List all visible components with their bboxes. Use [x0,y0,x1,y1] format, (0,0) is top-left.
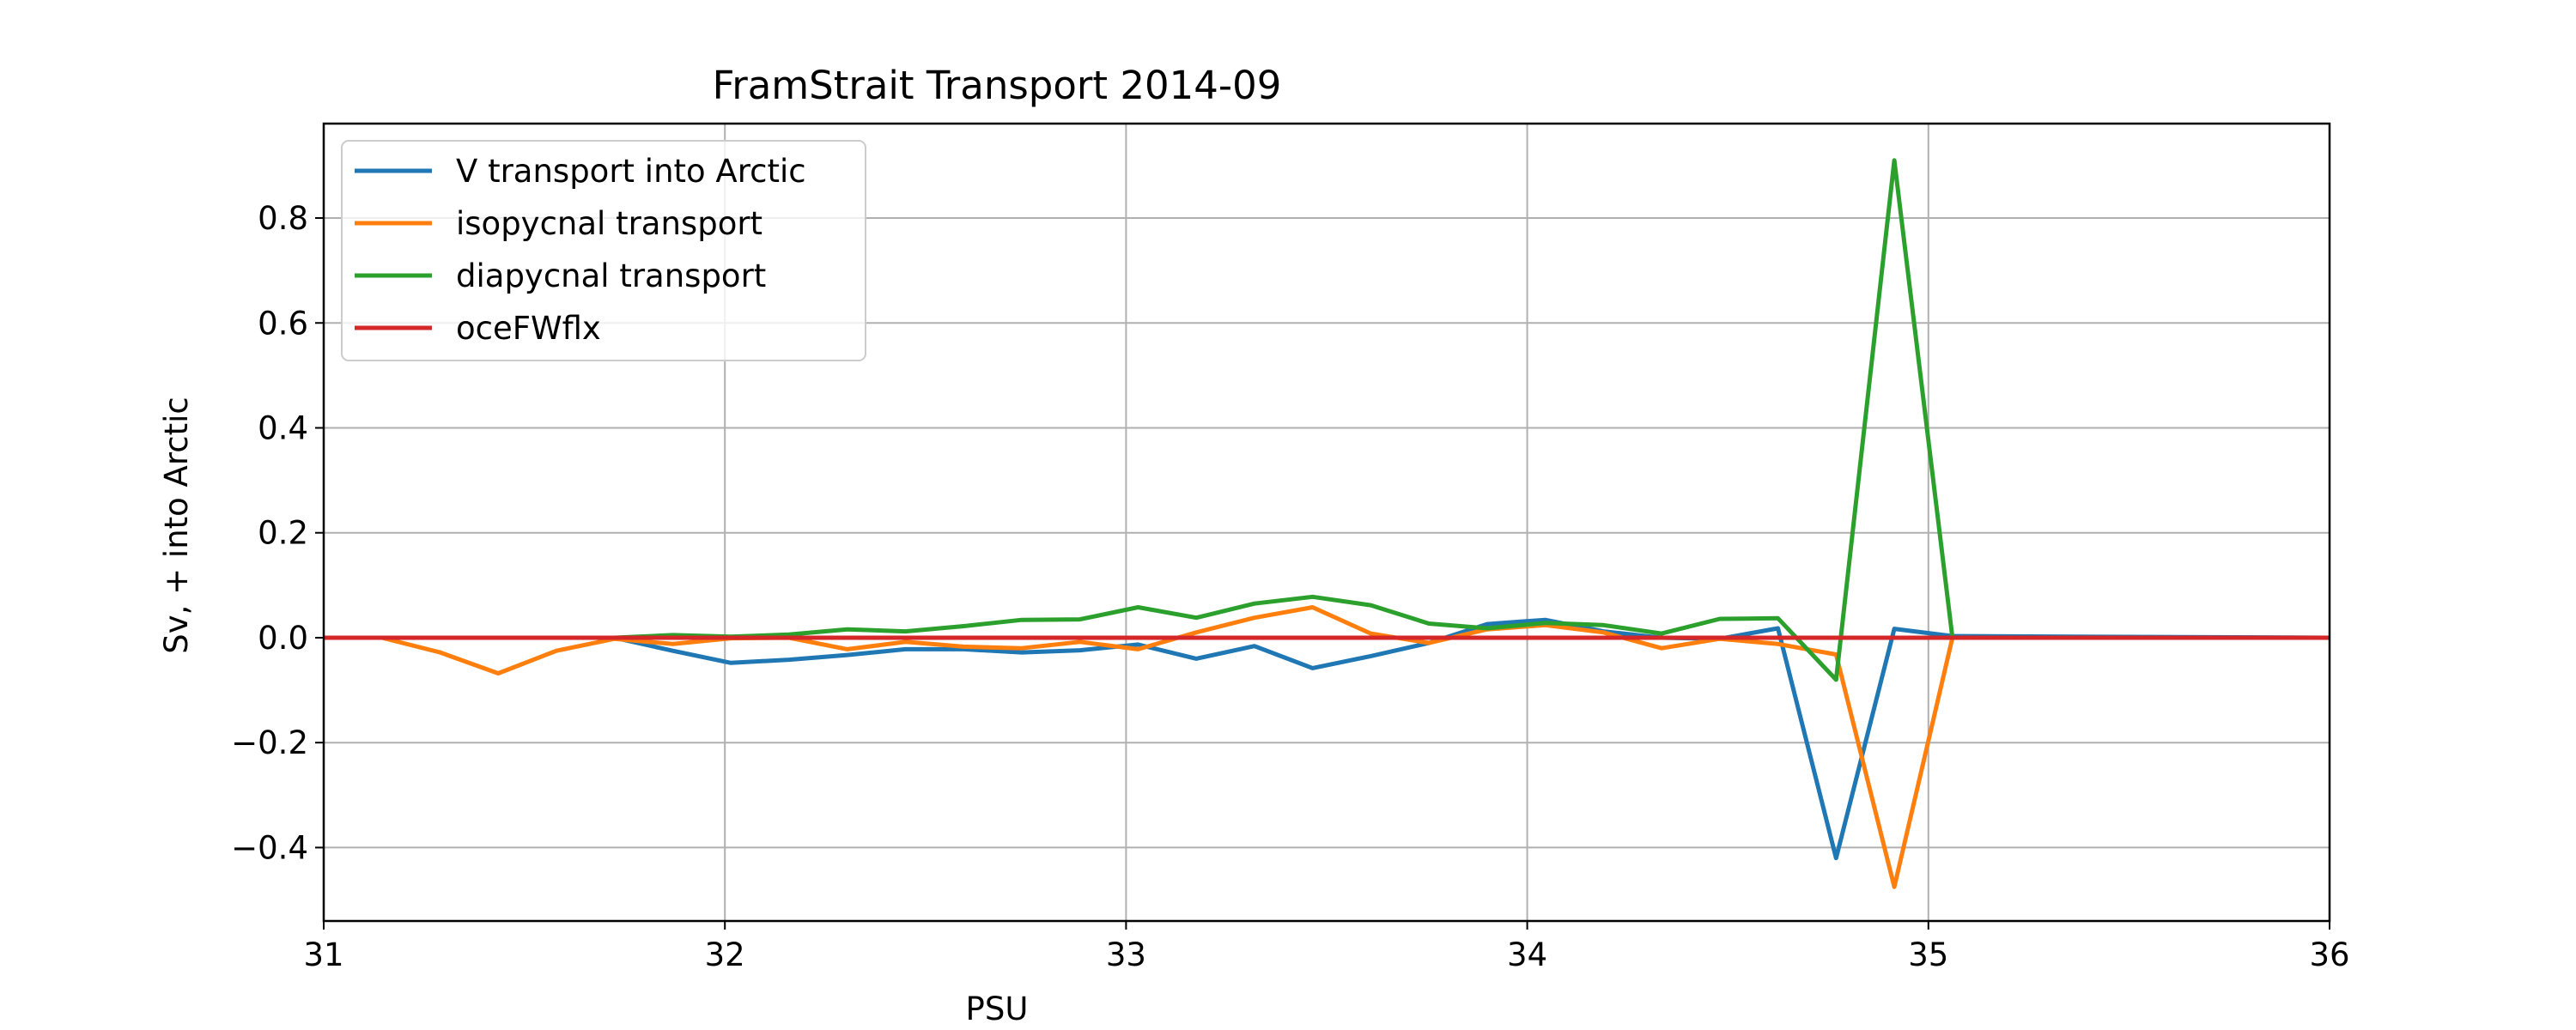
x-tick-label: 31 [303,936,343,973]
x-tick-label: 35 [1908,936,1948,973]
series-lines [324,158,2330,889]
x-axis-label: PSU [966,991,1029,1027]
legend-label-diapycnal-transport: diapycnal transport [456,258,766,294]
y-tick-label: −0.2 [231,724,308,761]
plot-area-frame [322,122,2331,923]
x-tick-label: 36 [2309,936,2349,973]
y-tick-label: 0.6 [258,305,308,342]
y-tick-label: 0.4 [258,409,308,446]
legend-label-v-transport-into-arctic: V transport into Arctic [456,153,806,190]
y-tick-label: 0.2 [258,515,308,552]
x-tick-label: 34 [1507,936,1547,973]
y-tick-label: 0.8 [258,200,308,237]
y-axis-label: Sv, + into Arctic [158,397,195,654]
y-tick-label: 0.0 [258,620,308,657]
legend-label-isopycnal-transport: isopycnal transport [456,205,762,242]
y-axis-ticks: −0.4 −0.2 0.0 0.2 0.4 0.6 0.8 [231,200,324,866]
legend-label-ocefwflx: oceFWflx [456,310,601,347]
x-tick-label: 33 [1106,936,1146,973]
chart-title: FramStrait Transport 2014-09 [713,63,1282,108]
legend-box [341,140,866,361]
legend: V transport into Arctic isopycnal transpo… [341,140,866,361]
x-tick-label: 32 [705,936,745,973]
x-axis-ticks: 31 32 33 34 35 36 [303,921,2350,973]
y-tick-label: −0.4 [231,829,308,866]
